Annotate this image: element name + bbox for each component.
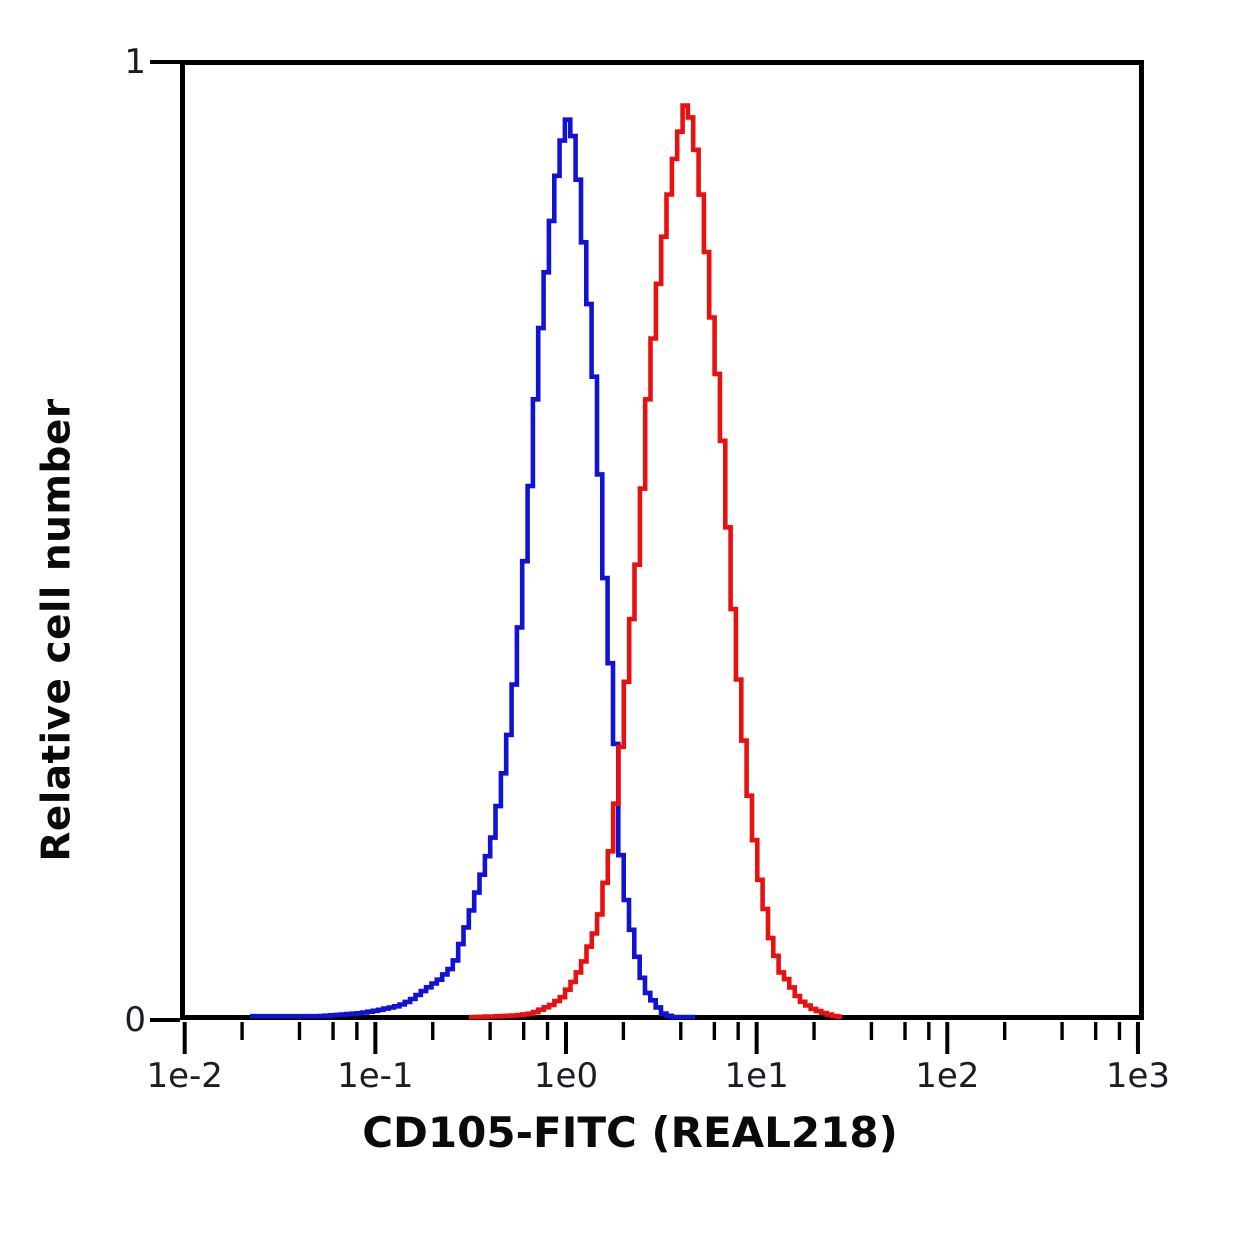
x-tick-label-1e2: 1e2: [915, 1056, 980, 1096]
y-tick-label-1: 1: [124, 42, 146, 82]
x-tick-label-1e-1: 1e-1: [337, 1056, 414, 1096]
x-tick-label-1e1: 1e1: [724, 1056, 789, 1096]
y-axis-title: Relative cell number: [34, 398, 80, 862]
blue-histogram-curve: [250, 117, 695, 1020]
plot-box: [180, 60, 1144, 1020]
y-tick-label-0: 0: [124, 1000, 146, 1040]
x-tick-label-1e3: 1e3: [1105, 1056, 1171, 1096]
x-axis-title: CD105-FITC (REAL218): [362, 1108, 898, 1157]
red-histogram-curve: [469, 103, 842, 1020]
x-tick-label-1e-2: 1e-2: [146, 1056, 223, 1096]
x-tick-label-1e0: 1e0: [533, 1056, 599, 1096]
